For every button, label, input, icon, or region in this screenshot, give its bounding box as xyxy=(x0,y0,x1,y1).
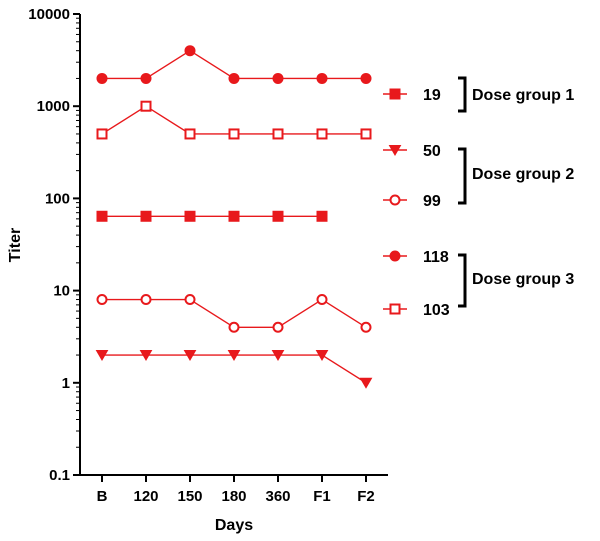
data-point xyxy=(228,321,240,333)
data-point xyxy=(140,294,152,306)
series-50 xyxy=(95,350,373,389)
data-point xyxy=(272,128,284,140)
data-point xyxy=(316,72,328,84)
data-point xyxy=(272,210,284,222)
data-point xyxy=(184,210,196,222)
legend-item-50: 50 xyxy=(383,143,441,160)
legend-label: 103 xyxy=(423,302,450,319)
axes: 0.1 1 10 100 1000 10000 B 120 150 180 360 F1 F2 xyxy=(28,6,388,505)
data-point xyxy=(96,210,108,222)
x-tick-label: 360 xyxy=(265,488,290,505)
data-point xyxy=(316,294,328,306)
x-tick-label: F1 xyxy=(313,488,331,505)
x-axis-title: Days xyxy=(215,517,253,534)
legend-label: 99 xyxy=(423,193,441,210)
x-tick-label: 180 xyxy=(221,488,246,505)
data-point xyxy=(315,350,329,362)
legend-item-99: 99 xyxy=(383,193,441,210)
y-tick-label: 10000 xyxy=(28,6,70,23)
legend-marker xyxy=(389,194,401,206)
data-point xyxy=(183,350,197,362)
data-point xyxy=(140,210,152,222)
bracket xyxy=(458,76,467,113)
bracket xyxy=(458,147,467,205)
group-bracket-1: Dose group 1 xyxy=(458,76,574,113)
series-19 xyxy=(96,210,328,222)
legend: 19 50 99 118 103 Dose group 1 Dose group 2 Dose… xyxy=(383,76,574,319)
data-point xyxy=(184,128,196,140)
bracket xyxy=(458,253,467,308)
y-axis-title: Titer xyxy=(7,228,24,262)
data-point xyxy=(360,321,372,333)
x-tick-label: B xyxy=(97,488,108,505)
data-point xyxy=(184,45,196,57)
y-tick-label: 100 xyxy=(45,190,70,207)
data-point xyxy=(96,128,108,140)
x-tick-label: 120 xyxy=(133,488,158,505)
legend-item-19: 19 xyxy=(383,87,441,104)
group-bracket-2: Dose group 2 xyxy=(458,147,574,205)
data-point xyxy=(271,350,285,362)
data-point xyxy=(272,72,284,84)
data-point xyxy=(360,128,372,140)
legend-item-118: 118 xyxy=(383,249,449,266)
data-point xyxy=(139,350,153,362)
series-99 xyxy=(96,294,372,333)
legend-label: 118 xyxy=(423,249,449,266)
data-point xyxy=(140,72,152,84)
x-tick-label: 150 xyxy=(177,488,202,505)
data-point xyxy=(316,210,328,222)
data-point xyxy=(228,72,240,84)
legend-item-103: 103 xyxy=(383,302,450,319)
data-point xyxy=(95,350,109,362)
series-103 xyxy=(96,100,372,140)
group-label: Dose group 1 xyxy=(472,87,574,104)
data-point xyxy=(96,72,108,84)
data-point xyxy=(360,72,372,84)
data-point xyxy=(272,321,284,333)
data-point xyxy=(184,294,196,306)
data-point xyxy=(228,128,240,140)
legend-label: 50 xyxy=(423,143,441,160)
y-tick-label: 0.1 xyxy=(49,467,70,484)
y-tick-label: 1 xyxy=(62,375,70,392)
legend-label: 19 xyxy=(423,87,441,104)
legend-marker xyxy=(389,250,401,262)
legend-marker xyxy=(389,88,401,100)
data-point xyxy=(228,210,240,222)
data-point xyxy=(316,128,328,140)
data-point xyxy=(140,100,152,112)
series-118 xyxy=(96,45,372,84)
y-tick-label: 10 xyxy=(53,283,70,300)
data-point xyxy=(359,377,373,389)
group-bracket-3: Dose group 3 xyxy=(458,253,574,308)
data-point xyxy=(96,294,108,306)
group-label: Dose group 3 xyxy=(472,271,574,288)
data-point xyxy=(227,350,241,362)
y-tick-label: 1000 xyxy=(37,98,70,115)
series-layer xyxy=(95,45,373,389)
x-tick-label: F2 xyxy=(357,488,375,505)
group-label: Dose group 2 xyxy=(472,166,574,183)
legend-marker xyxy=(388,145,402,156)
legend-marker xyxy=(389,303,401,315)
